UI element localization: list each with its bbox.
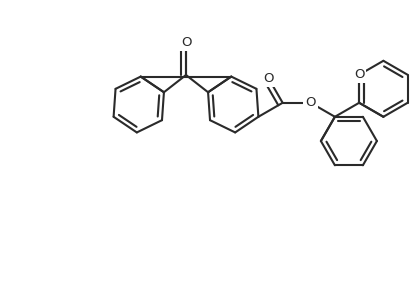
Text: O: O [354, 68, 365, 81]
Text: O: O [305, 96, 316, 109]
Text: O: O [263, 72, 274, 85]
Text: O: O [181, 37, 191, 50]
